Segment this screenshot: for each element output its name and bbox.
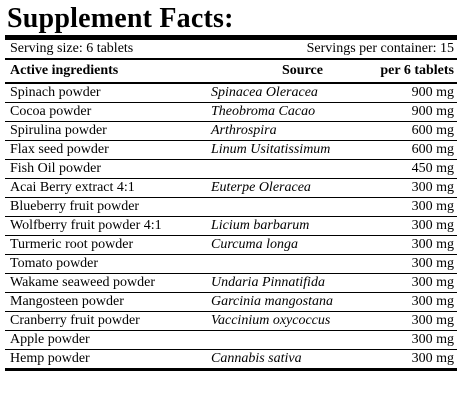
header-divider: [5, 82, 457, 84]
table-row: Wakame seaweed powder Undaria Pinnatifid…: [5, 274, 457, 293]
ingredient-name: Turmeric root powder: [10, 237, 134, 252]
ingredient-source: [208, 198, 373, 216]
ingredient-source: [208, 331, 373, 349]
ingredient-source: Theobroma Cacao: [211, 104, 316, 119]
ingredient-source: Undaria Pinnatifida: [211, 275, 325, 290]
table-row: Apple powder 300 mg: [5, 331, 457, 350]
ingredient-name: Fish Oil powder: [10, 161, 101, 176]
ingredient-name: Flax seed powder: [10, 142, 109, 157]
table-header: Active ingredients Source per 6 tablets: [5, 60, 457, 82]
ingredient-source: Linum Usitatissimum: [211, 142, 331, 157]
table-row: Flax seed powder Linum Usitatissimum 600…: [5, 141, 457, 160]
ingredient-source: [208, 255, 373, 273]
ingredient-name: Spirulina powder: [10, 123, 107, 138]
ingredient-name: Apple powder: [10, 332, 90, 347]
ingredient-name: Mangosteen powder: [10, 294, 124, 309]
ingredient-amount: 300 mg: [411, 313, 454, 328]
supplement-facts-panel: Supplement Facts: Serving size: 6 tablet…: [5, 4, 457, 371]
ingredient-name: Tomato powder: [10, 256, 99, 271]
ingredient-amount: 300 mg: [411, 275, 454, 290]
ingredient-amount: 900 mg: [411, 104, 454, 119]
ingredient-name: Acai Berry extract 4:1: [10, 180, 135, 195]
ingredient-source: Garcinia mangostana: [211, 294, 333, 309]
ingredient-name: Wolfberry fruit powder 4:1: [10, 218, 162, 233]
table-row: Mangosteen powder Garcinia mangostana 30…: [5, 293, 457, 312]
ingredient-amount: 300 mg: [411, 332, 454, 347]
servings-per-container: Servings per container: 15: [306, 41, 454, 56]
table-row: Turmeric root powder Curcuma longa 300 m…: [5, 236, 457, 255]
table-row: Hemp powder Cannabis sativa 300 mg: [5, 350, 457, 368]
ingredient-name: Cocoa powder: [10, 104, 92, 119]
ingredient-amount: 450 mg: [411, 161, 454, 176]
ingredient-source: Licium barbarum: [211, 218, 310, 233]
bottom-divider: [5, 368, 457, 371]
ingredient-amount: 300 mg: [411, 237, 454, 252]
table-row: Spirulina powder Arthrospira 600 mg: [5, 122, 457, 141]
ingredient-name: Wakame seaweed powder: [10, 275, 156, 290]
ingredient-amount: 300 mg: [411, 351, 454, 366]
table-row: Cocoa powder Theobroma Cacao 900 mg: [5, 103, 457, 122]
ingredient-table-body: Spinach powder Spinacea Oleracea 900 mg …: [5, 84, 457, 368]
ingredient-amount: 300 mg: [411, 218, 454, 233]
ingredient-source: Curcuma longa: [211, 237, 298, 252]
serving-divider: [5, 58, 457, 60]
ingredient-source: Cannabis sativa: [211, 351, 302, 366]
ingredient-amount: 300 mg: [411, 180, 454, 195]
ingredient-source: Vaccinium oxycoccus: [211, 313, 331, 328]
table-row: Tomato powder 300 mg: [5, 255, 457, 274]
header-source: Source: [282, 63, 323, 78]
table-row: Blueberry fruit powder 300 mg: [5, 198, 457, 217]
panel-title: Supplement Facts:: [7, 3, 234, 34]
ingredient-source: Euterpe Oleracea: [211, 180, 311, 195]
table-row: Wolfberry fruit powder 4:1 Licium barbar…: [5, 217, 457, 236]
ingredient-name: Blueberry fruit powder: [10, 199, 140, 214]
header-amount: per 6 tablets: [380, 63, 454, 78]
header-ingredient: Active ingredients: [10, 63, 119, 78]
ingredient-name: Hemp powder: [10, 351, 90, 366]
ingredient-amount: 300 mg: [411, 256, 454, 271]
ingredient-source: Spinacea Oleracea: [211, 85, 318, 100]
ingredient-amount: 300 mg: [411, 199, 454, 214]
serving-size: Serving size: 6 tablets: [10, 41, 134, 56]
ingredient-name: Cranberry fruit powder: [10, 313, 140, 328]
table-row: Fish Oil powder 450 mg: [5, 160, 457, 179]
ingredient-amount: 300 mg: [411, 294, 454, 309]
title-divider: [5, 35, 457, 40]
ingredient-amount: 600 mg: [411, 142, 454, 157]
table-row: Spinach powder Spinacea Oleracea 900 mg: [5, 84, 457, 103]
serving-info: Serving size: 6 tablets Servings per con…: [5, 40, 457, 58]
ingredient-name: Spinach powder: [10, 85, 101, 100]
table-row: Cranberry fruit powder Vaccinium oxycocc…: [5, 312, 457, 331]
ingredient-amount: 900 mg: [411, 85, 454, 100]
table-row: Acai Berry extract 4:1 Euterpe Oleracea …: [5, 179, 457, 198]
ingredient-source: [208, 160, 373, 178]
ingredient-amount: 600 mg: [411, 123, 454, 138]
ingredient-source: Arthrospira: [211, 123, 277, 138]
